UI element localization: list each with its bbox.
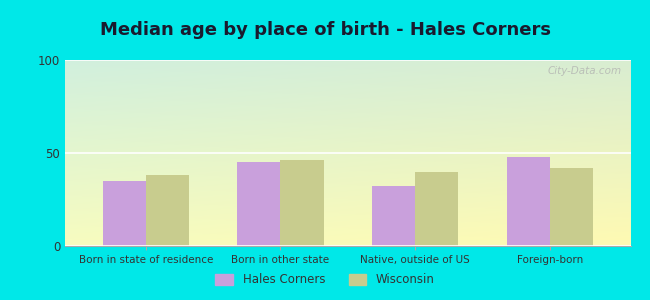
Bar [103, 181, 146, 246]
Bar [237, 162, 280, 246]
Bar [415, 172, 458, 246]
Bar [550, 168, 593, 246]
Bar [372, 187, 415, 246]
Text: City-Data.com: City-Data.com [548, 66, 622, 76]
Bar [506, 157, 550, 246]
Text: Median age by place of birth - Hales Corners: Median age by place of birth - Hales Cor… [99, 21, 551, 39]
Bar [280, 160, 324, 246]
Legend: Hales Corners, Wisconsin: Hales Corners, Wisconsin [211, 269, 439, 291]
Bar [146, 175, 189, 246]
